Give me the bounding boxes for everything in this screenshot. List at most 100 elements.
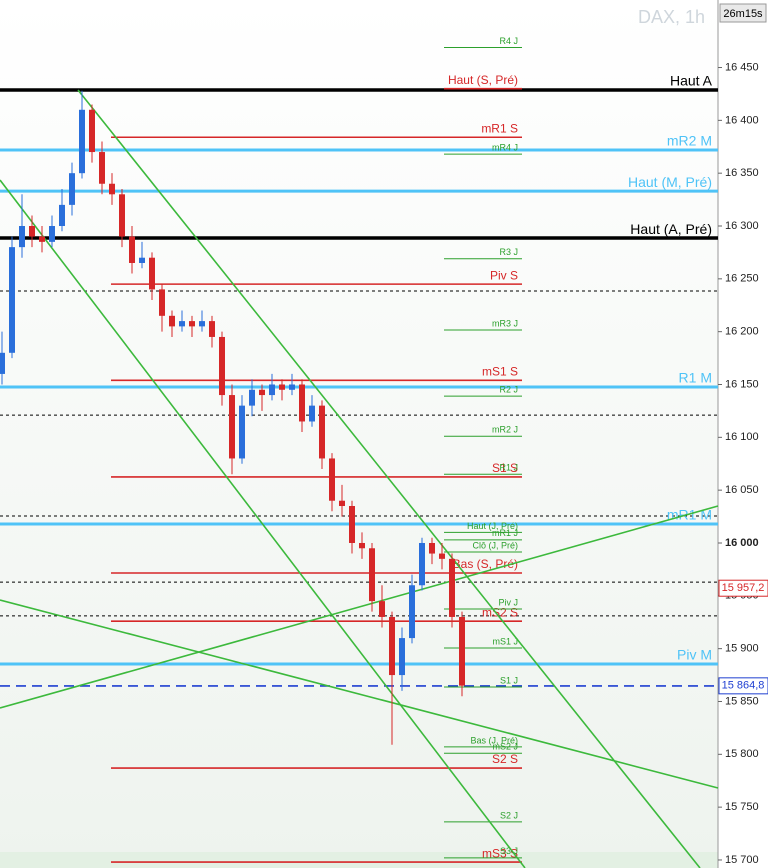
candle-body — [329, 458, 335, 501]
candle-body — [9, 247, 15, 353]
candle-body — [379, 601, 385, 617]
level-label: mR2 J — [492, 425, 518, 435]
candle-body — [139, 257, 145, 263]
level-label: Haut (S, Pré) — [448, 73, 518, 87]
y-tick-label: 16 450 — [725, 61, 759, 73]
candle-body — [339, 500, 345, 507]
candle-body — [279, 384, 285, 390]
level-label: mR2 M — [667, 133, 712, 149]
candle-body — [199, 321, 205, 327]
level-label: S2 S — [492, 752, 518, 766]
candle-body — [29, 226, 35, 237]
level-label: S3 J — [500, 846, 518, 856]
level-label: Haut (J, Pré) — [467, 521, 518, 531]
axis-background — [718, 0, 768, 868]
level-label: Bas (J, Pré) — [470, 735, 518, 745]
timer: 26m15s — [723, 8, 763, 20]
candle-body — [49, 226, 55, 242]
level-label: R4 J — [499, 36, 518, 46]
y-tick-label: 15 750 — [725, 801, 759, 813]
candle-body — [389, 616, 395, 676]
candle-body — [69, 173, 75, 205]
level-label: mR1 S — [481, 121, 518, 135]
candle-body — [349, 506, 355, 543]
candle-body — [189, 321, 195, 327]
level-label: Piv S — [490, 268, 518, 282]
level-label: mS1 S — [482, 364, 518, 378]
y-tick-label: 16 000 — [725, 537, 759, 549]
level-label: S2 J — [500, 810, 518, 820]
bottom-band — [0, 852, 718, 868]
y-tick-label: 16 200 — [725, 326, 759, 338]
candle-body — [359, 542, 365, 549]
level-label: mS1 J — [492, 636, 518, 646]
trend-lines — [0, 89, 719, 868]
level-label: R1 J — [499, 463, 518, 473]
candle-body — [99, 152, 105, 184]
price-tag-box — [718, 677, 768, 695]
candle-body — [129, 236, 135, 263]
y-tick-label: 15 850 — [725, 695, 759, 707]
candle-body — [229, 395, 235, 459]
candle-body — [369, 548, 375, 602]
level-label: Haut (A, Pré) — [630, 221, 712, 237]
candle-body — [429, 542, 435, 554]
y-tick-label: 16 300 — [725, 220, 759, 232]
level-label: Haut A — [670, 73, 713, 89]
candle-body — [269, 384, 275, 396]
y-tick-label: 15 900 — [725, 643, 759, 655]
level-label: S1 J — [500, 675, 518, 685]
y-tick-label: 16 250 — [725, 273, 759, 285]
level-label: Haut (M, Pré) — [628, 174, 712, 190]
candle-body — [449, 558, 455, 617]
price-tag: 15 957,2 — [722, 582, 765, 594]
candle-body — [239, 405, 245, 459]
candle-body — [249, 389, 255, 406]
y-tick-label: 16 100 — [725, 431, 759, 443]
level-label: mS2 J — [492, 742, 518, 752]
candle-body — [309, 405, 315, 422]
y-tick-label: 15 800 — [725, 748, 759, 760]
level-label: mS3 S — [482, 846, 518, 860]
level-label: mR4 J — [492, 143, 518, 153]
candle-body — [19, 226, 25, 248]
y-tick-label: 15 700 — [725, 854, 759, 866]
candle-body — [209, 321, 215, 337]
plot-background — [0, 0, 718, 868]
candle-body — [109, 183, 115, 195]
candle-body — [0, 352, 5, 374]
candle-body — [419, 542, 425, 586]
price-tag-box — [718, 579, 768, 597]
level-label: R1 M — [679, 370, 712, 386]
y-tick-label: 16 150 — [725, 378, 759, 390]
candle-body — [439, 553, 445, 559]
price-tag: 15 864,8 — [722, 680, 765, 692]
level-label: Bas (S, Pré) — [453, 557, 518, 571]
candle-body — [459, 616, 465, 686]
level-label: Clô (J, Pré) — [472, 540, 518, 550]
chart-title: DAX, 1h — [638, 7, 705, 27]
level-label: Piv J — [498, 597, 518, 607]
level-label: R3 J — [499, 247, 518, 257]
candle-body — [79, 109, 85, 174]
level-label: Piv M — [677, 647, 712, 663]
level-label: S1 S — [492, 461, 518, 475]
y-tick-label: 16 350 — [725, 167, 759, 179]
candle-body — [319, 405, 325, 459]
candle-body — [39, 236, 45, 242]
candle-body — [259, 389, 265, 396]
candle-body — [299, 384, 305, 422]
candle-body — [399, 638, 405, 676]
candle-body — [149, 257, 155, 290]
level-label: R2 J — [499, 384, 518, 394]
candle-body — [219, 336, 225, 396]
candle-body — [169, 315, 175, 327]
y-tick-label: 16 050 — [725, 484, 759, 496]
timer-box — [719, 3, 767, 23]
candle-body — [159, 289, 165, 316]
candle-body — [119, 194, 125, 237]
candle-body — [89, 109, 95, 153]
candle-body — [179, 321, 185, 327]
y-tick-label: 16 400 — [725, 114, 759, 126]
